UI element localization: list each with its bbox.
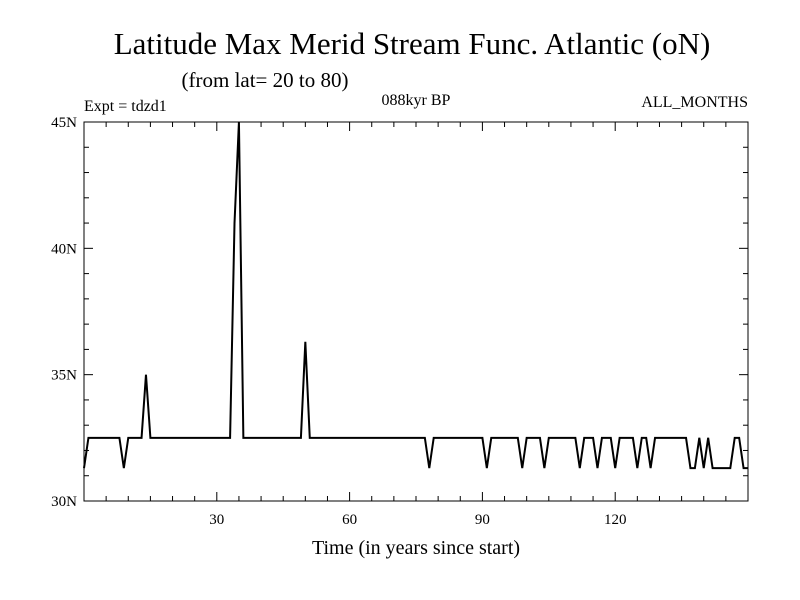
tick-marks	[84, 122, 748, 501]
x-tick-labels: 30 60 90 120	[209, 512, 626, 528]
period-label: 088kyr BP	[382, 92, 451, 109]
y-tick-label: 35N	[51, 368, 77, 384]
y-tick-label: 45N	[51, 115, 77, 131]
series-line	[83, 121, 748, 470]
y-tick-label: 40N	[51, 241, 77, 257]
chart-title: Latitude Max Merid Stream Func. Atlantic…	[114, 26, 711, 61]
x-tick-label: 90	[475, 512, 490, 528]
months-label: ALL_MONTHS	[641, 94, 748, 111]
experiment-label: Expt = tdzd1	[84, 98, 167, 115]
x-tick-label: 30	[209, 512, 224, 528]
y-tick-label: 30N	[51, 494, 77, 510]
y-tick-labels: 30N 35N 40N 45N	[51, 115, 77, 510]
x-tick-label: 120	[604, 512, 627, 528]
x-axis-label: Time (in years since start)	[312, 537, 520, 559]
series-group	[83, 121, 748, 470]
plot-frame	[83, 121, 749, 502]
chart-subtitle: (from lat= 20 to 80)	[182, 68, 349, 92]
x-tick-label: 60	[342, 512, 357, 528]
